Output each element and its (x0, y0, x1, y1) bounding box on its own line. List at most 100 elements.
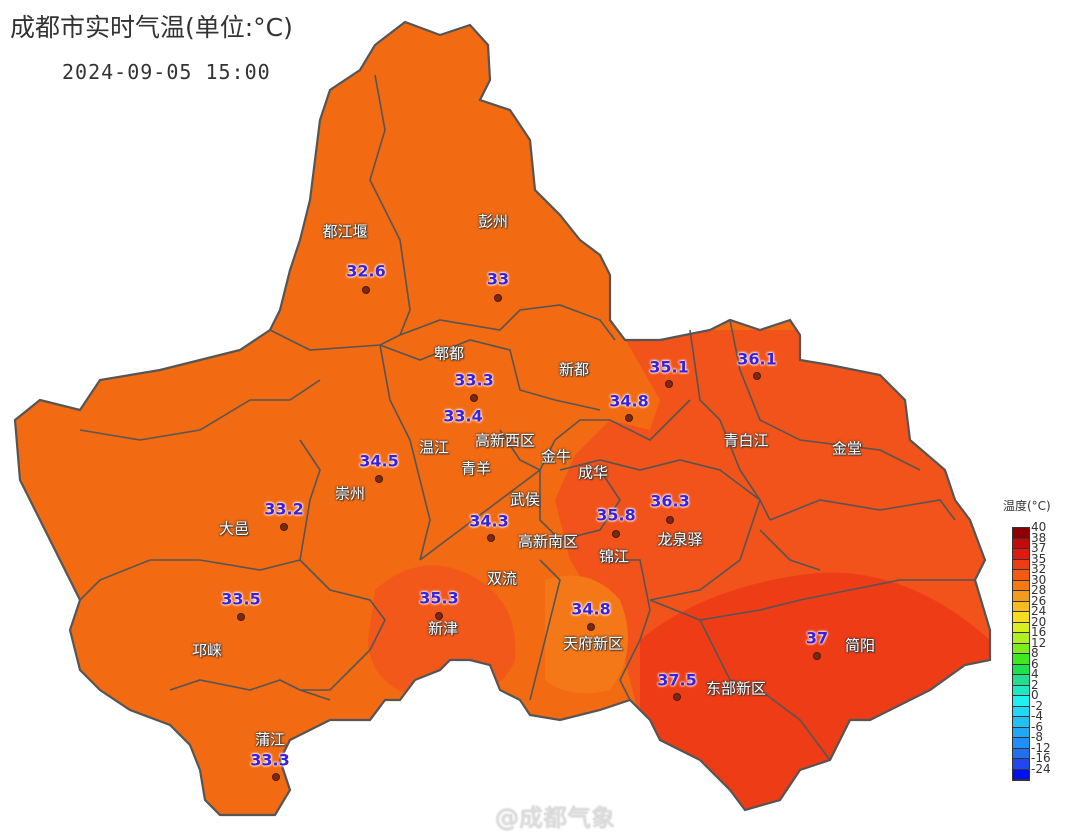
legend-cell (1013, 601, 1029, 612)
legend-labels: 40 38 37 35 32 30 28 26 24 20 16 12 8 6 4 2 0 -2 -4 -6 -8 -12… (1031, 520, 1051, 776)
district-label: 新津 (427, 619, 459, 638)
legend-label: 38 (1031, 530, 1047, 545)
legend-label: 40 (1031, 520, 1047, 534)
legend-cell (1013, 738, 1029, 749)
temperature-value: 35.1 (649, 357, 689, 377)
district-label: 青白江 (723, 431, 769, 450)
district-label: 金牛 (540, 447, 572, 466)
district-label: 龙泉驿 (657, 530, 703, 549)
weibo-watermark: @成都气象 (495, 804, 615, 832)
station-dot (362, 286, 370, 294)
legend-title: 温度(°C) (1003, 499, 1051, 513)
legend-cell (1013, 643, 1029, 654)
legend-label: -24 (1031, 761, 1051, 776)
temperature-value: 33.2 (264, 499, 304, 519)
district-label: 高新西区 (474, 431, 536, 450)
station-dot (494, 294, 502, 302)
station-dot (272, 773, 280, 781)
legend-label: 28 (1031, 583, 1047, 597)
district-label: 锦江 (598, 547, 630, 566)
district-label: 彭州 (477, 212, 509, 231)
legend-cell (1013, 633, 1029, 644)
district-label: 东部新区 (705, 679, 767, 698)
legend-label: 20 (1031, 614, 1047, 629)
temperature-value: 37.5 (657, 670, 697, 690)
temperature-value: 34.3 (469, 511, 509, 531)
map-title: 成都市实时气温(单位:°C) (10, 13, 293, 42)
station-dot (435, 612, 443, 620)
legend-cell (1013, 622, 1029, 633)
legend-cell (1013, 748, 1029, 759)
temperature-value: 35.8 (596, 505, 636, 525)
zone-tianfu (545, 575, 628, 694)
station-dot (753, 372, 761, 380)
district-label: 大邑 (218, 519, 250, 538)
legend-label: 37 (1031, 541, 1047, 555)
legend-cell (1013, 664, 1029, 675)
legend-label: 30 (1031, 572, 1047, 587)
legend-cell (1013, 696, 1029, 707)
legend-cell (1013, 549, 1029, 560)
station-dot (587, 623, 595, 631)
district-label: 邛崃 (191, 641, 223, 660)
district-label: 武侯 (509, 490, 541, 509)
legend-label: -4 (1031, 709, 1043, 723)
legend-label: 2 (1031, 677, 1039, 692)
station-dot (487, 534, 495, 542)
district-label: 金堂 (831, 439, 863, 458)
legend-cell (1013, 570, 1029, 581)
district-label: 新都 (558, 360, 590, 379)
temperature-value: 35.3 (419, 588, 459, 608)
legend-cell (1013, 612, 1029, 623)
station-dot (612, 530, 620, 538)
station-dot (665, 380, 673, 388)
district-label: 天府新区 (562, 634, 624, 653)
district-label: 青羊 (460, 459, 492, 478)
station-dot (237, 613, 245, 621)
district-label: 简阳 (844, 636, 876, 655)
legend-cell (1013, 559, 1029, 570)
temperature-value: 34.8 (609, 391, 649, 411)
legend-label: 26 (1031, 593, 1047, 608)
legend-label: 32 (1031, 562, 1047, 576)
station-dot (666, 516, 674, 524)
station-dot (625, 414, 633, 422)
station-dot (673, 693, 681, 701)
legend-label: -12 (1031, 740, 1051, 755)
legend-label: 4 (1031, 667, 1039, 681)
legend-label: -6 (1031, 719, 1043, 734)
legend-cell (1013, 706, 1029, 717)
legend-cell (1013, 591, 1029, 602)
legend-label: -8 (1031, 730, 1043, 744)
temperature-value: 34.8 (571, 599, 611, 619)
legend-label: -16 (1031, 751, 1051, 765)
legend-cell (1013, 675, 1029, 686)
station-dot (470, 394, 478, 402)
station-dot (813, 652, 821, 660)
district-label: 蒲江 (254, 730, 286, 749)
legend-cell (1013, 580, 1029, 591)
timestamp: 2024-09-05 15:00 (62, 60, 271, 84)
legend-label: 16 (1031, 625, 1047, 639)
temperature-value: 33 (486, 269, 510, 289)
district-label: 双流 (486, 569, 518, 588)
station-dot (375, 475, 383, 483)
legend-label: 8 (1031, 646, 1039, 660)
legend-cell (1013, 685, 1029, 696)
temperature-value: 33.5 (221, 589, 261, 609)
legend-cell (1013, 759, 1029, 770)
district-label: 都江堰 (322, 222, 368, 241)
legend-label: 0 (1031, 688, 1039, 702)
district-label: 崇州 (334, 484, 366, 503)
legend-cell (1013, 528, 1029, 539)
temperature-value: 33.3 (454, 370, 494, 390)
legend-cell (1013, 717, 1029, 728)
legend-cell (1013, 769, 1029, 780)
legend-label: 6 (1031, 656, 1039, 671)
temperature-value: 36.3 (650, 491, 690, 511)
legend-label: 12 (1031, 635, 1047, 650)
legend-cell (1013, 538, 1029, 549)
zone-37-plus (640, 572, 990, 815)
